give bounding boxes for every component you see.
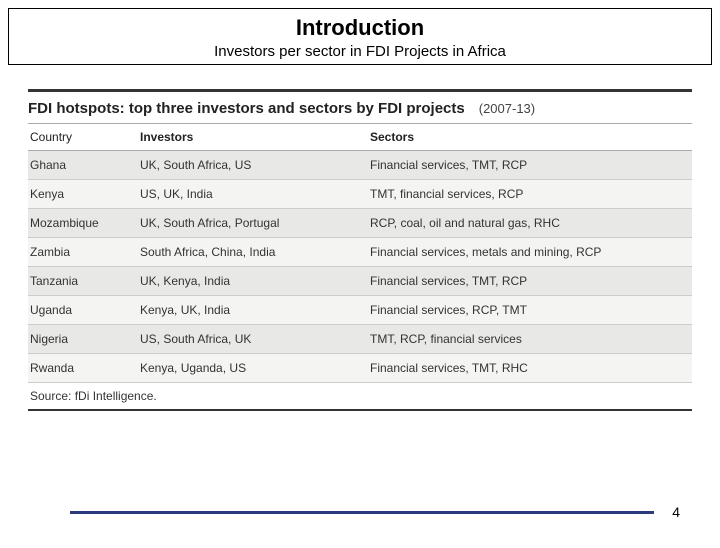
cell-investors: US, UK, India [138,180,368,209]
cell-country: Ghana [28,151,138,180]
cell-sectors: TMT, RCP, financial services [368,325,692,354]
col-header-country: Country [28,124,138,151]
table-source-row: Source: fDi Intelligence. [28,383,692,411]
table-row: Ghana UK, South Africa, US Financial ser… [28,151,692,180]
table-header-row: Country Investors Sectors [28,124,692,151]
cell-investors: UK, South Africa, US [138,151,368,180]
slide-title: Introduction [9,15,711,41]
table-body: Ghana UK, South Africa, US Financial ser… [28,151,692,411]
fdi-table-container: FDI hotspots: top three investors and se… [28,89,692,411]
table-title: FDI hotspots: top three investors and se… [28,100,465,117]
cell-investors: South Africa, China, India [138,238,368,267]
slide-header-inner: Introduction Investors per sector in FDI… [9,9,711,64]
cell-country: Kenya [28,180,138,209]
cell-sectors: Financial services, metals and mining, R… [368,238,692,267]
slide-header-bar: Introduction Investors per sector in FDI… [8,8,712,65]
cell-country: Tanzania [28,267,138,296]
table-row: Mozambique UK, South Africa, Portugal RC… [28,209,692,238]
cell-country: Uganda [28,296,138,325]
cell-sectors: Financial services, TMT, RHC [368,354,692,383]
cell-investors: UK, Kenya, India [138,267,368,296]
table-row: Zambia South Africa, China, India Financ… [28,238,692,267]
cell-sectors: Financial services, RCP, TMT [368,296,692,325]
table-row: Uganda Kenya, UK, India Financial servic… [28,296,692,325]
table-row: Nigeria US, South Africa, UK TMT, RCP, f… [28,325,692,354]
col-header-investors: Investors [138,124,368,151]
cell-investors: US, South Africa, UK [138,325,368,354]
footer-divider [70,511,654,514]
table-title-row: FDI hotspots: top three investors and se… [28,89,692,123]
cell-country: Rwanda [28,354,138,383]
table-years: (2007-13) [479,101,535,116]
table-source: Source: fDi Intelligence. [28,383,692,411]
cell-country: Zambia [28,238,138,267]
cell-sectors: Financial services, TMT, RCP [368,151,692,180]
slide-footer: 4 [70,504,680,520]
fdi-table: Country Investors Sectors Ghana UK, Sout… [28,123,692,411]
table-row: Rwanda Kenya, Uganda, US Financial servi… [28,354,692,383]
table-row: Kenya US, UK, India TMT, financial servi… [28,180,692,209]
slide-subtitle: Investors per sector in FDI Projects in … [9,43,711,60]
col-header-sectors: Sectors [368,124,692,151]
cell-sectors: TMT, financial services, RCP [368,180,692,209]
cell-sectors: RCP, coal, oil and natural gas, RHC [368,209,692,238]
cell-investors: UK, South Africa, Portugal [138,209,368,238]
cell-country: Mozambique [28,209,138,238]
cell-sectors: Financial services, TMT, RCP [368,267,692,296]
cell-country: Nigeria [28,325,138,354]
table-row: Tanzania UK, Kenya, India Financial serv… [28,267,692,296]
cell-investors: Kenya, UK, India [138,296,368,325]
page-number: 4 [672,504,680,520]
cell-investors: Kenya, Uganda, US [138,354,368,383]
